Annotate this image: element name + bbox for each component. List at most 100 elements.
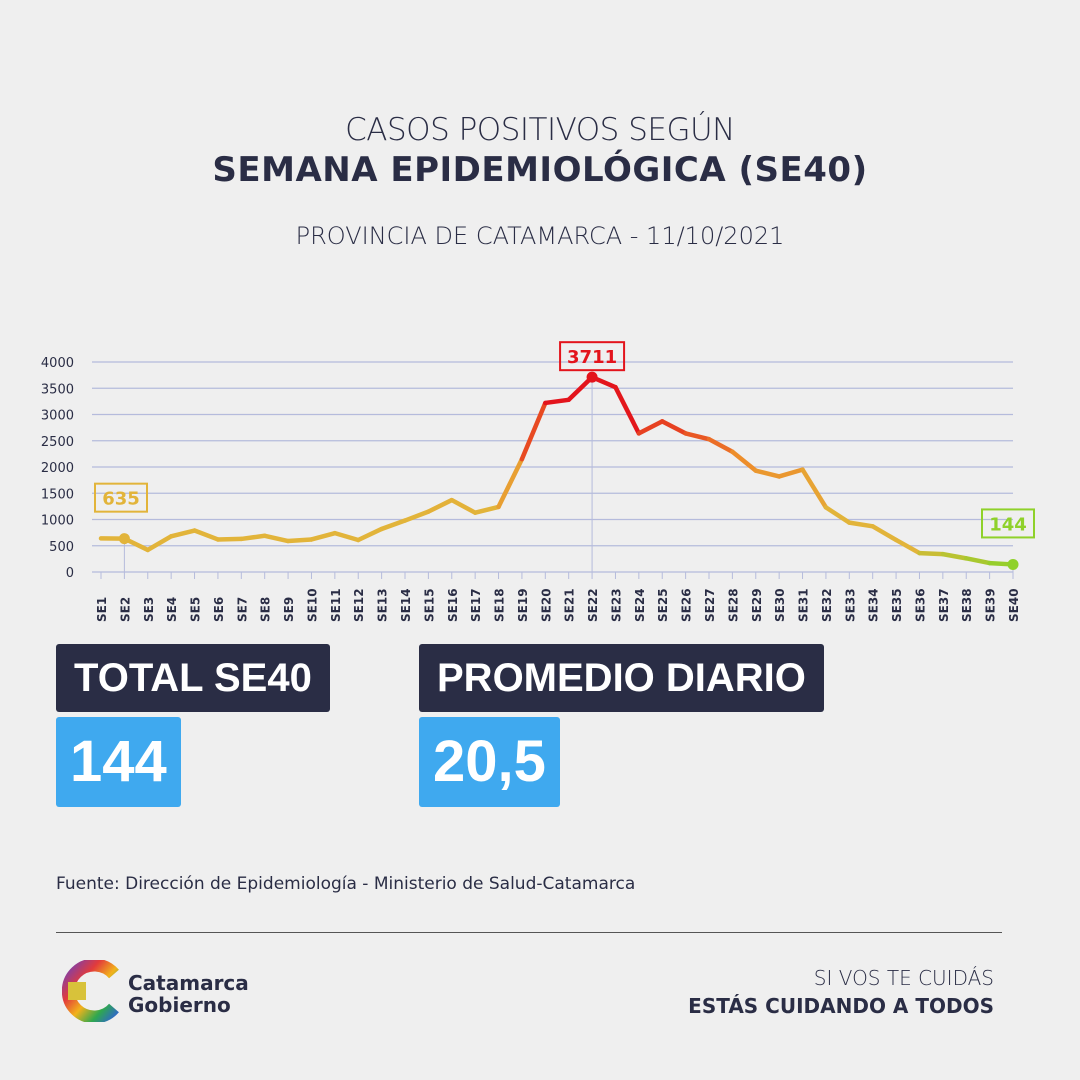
line-segment (426, 497, 455, 514)
slogan-line2: ESTÁS CUIDANDO A TODOS (688, 994, 994, 1018)
x-tick-label: SE10 (305, 588, 319, 622)
line-segment (706, 436, 735, 455)
logo-line2: Gobierno (128, 993, 231, 1017)
x-tick-label: SE37 (937, 588, 951, 622)
line-segment (730, 449, 759, 473)
y-tick-label: 2500 (41, 435, 74, 450)
slogan: SI VOS TE CUIDÁS ESTÁS CUIDANDO A TODOS (688, 964, 994, 1020)
line-segment (963, 556, 992, 566)
x-tick-label: SE9 (282, 597, 296, 622)
line-segment (823, 505, 852, 525)
divider (56, 932, 1002, 933)
y-tick-label: 3500 (41, 382, 74, 397)
subtitle: PROVINCIA DE CATAMARCA - 11/10/2021 (295, 222, 785, 250)
line-segment (449, 497, 478, 515)
x-tick-label: SE40 (1007, 588, 1021, 622)
y-tick-label: 3000 (41, 409, 74, 424)
slogan-line1: SI VOS TE CUIDÁS (813, 966, 994, 990)
line-segment (192, 528, 221, 542)
x-tick-label: SE34 (867, 588, 881, 622)
y-tick-label: 2000 (41, 461, 74, 476)
y-tick-label: 500 (49, 540, 74, 555)
x-tick-label: SE1 (95, 597, 109, 622)
annotation-box (559, 341, 626, 372)
y-tick-label: 0 (66, 566, 74, 581)
x-tick-label: SE38 (960, 588, 974, 622)
line-segment (543, 397, 571, 406)
x-tick-label: SE7 (235, 597, 249, 622)
line-segment (379, 518, 408, 532)
line-segment (519, 400, 548, 462)
line-segment (472, 504, 501, 515)
line-chart: 0 500 1000 1500 2000 2500 3000 3500 4000 SE1 SE2 SE… (41, 341, 1035, 622)
line-segment (145, 534, 174, 553)
line-segment (870, 524, 899, 543)
x-tick-label: SE29 (750, 588, 764, 622)
x-tick-label: SE15 (422, 588, 436, 622)
y-tick-label: 4000 (41, 356, 74, 371)
x-tick-label: SE39 (984, 588, 998, 622)
total-label: TOTAL SE40 (56, 644, 330, 712)
line-segment (636, 419, 665, 436)
line-segment (262, 533, 291, 544)
x-tick-label: SE25 (656, 588, 670, 622)
logo-text: Catamarca Gobierno (128, 972, 249, 1016)
line-segment (496, 456, 525, 510)
x-tick-label: SE18 (493, 588, 507, 622)
line-segment (847, 520, 875, 529)
y-tick-label: 1000 (41, 514, 74, 529)
line-segment (659, 419, 688, 436)
x-tick-label: SE33 (843, 588, 857, 622)
title-line1: CASOS POSITIVOS SEGÚN (345, 112, 735, 148)
x-tick-label: SE5 (189, 597, 203, 622)
x-tick-label: SE26 (680, 588, 694, 622)
x-tick-label: SE4 (165, 597, 179, 622)
line-segment (917, 550, 946, 557)
x-tick-label: SE27 (703, 588, 717, 622)
annotation-box (981, 508, 1035, 539)
x-tick-label: SE17 (469, 588, 483, 622)
x-tick-label: SE21 (563, 588, 577, 622)
x-tick-label: SE35 (890, 588, 904, 622)
data-point (118, 533, 130, 545)
data-point (586, 371, 598, 383)
logo-line1: Catamarca (128, 971, 249, 995)
x-tick-label: SE11 (329, 588, 343, 622)
line-segment (309, 530, 338, 542)
annotation-label: 144 (989, 514, 1027, 535)
x-tick-label: SE2 (118, 597, 132, 622)
x-tick-label: SE28 (726, 588, 740, 622)
line-segment (683, 431, 712, 442)
line-segment (800, 467, 829, 510)
line-segment (355, 526, 384, 543)
x-tick-label: SE6 (212, 597, 226, 622)
line-segment (402, 509, 431, 523)
x-tick-label: SE24 (633, 588, 647, 622)
line-segment (613, 384, 642, 436)
line-segment (776, 467, 805, 479)
x-tick-label: SE30 (773, 588, 787, 622)
line-segment (753, 468, 782, 479)
line-segment (215, 536, 244, 542)
source-note: Fuente: Dirección de Epidemiología - Min… (56, 874, 636, 894)
x-tick-label: SE19 (516, 588, 530, 622)
x-tick-label: SE13 (376, 588, 390, 622)
x-tick-label: SE32 (820, 588, 834, 622)
line-segment (239, 533, 267, 542)
x-tick-label: SE36 (913, 588, 927, 622)
x-tick-label: SE16 (446, 588, 460, 622)
line-segment (940, 551, 969, 561)
line-segment (893, 537, 922, 556)
data-point (1007, 558, 1019, 570)
x-tick-label: SE23 (609, 588, 623, 622)
annotation-box (94, 482, 148, 513)
line-segment (285, 537, 314, 544)
x-tick-label: SE14 (399, 588, 413, 622)
average-label: PROMEDIO DIARIO (419, 644, 824, 712)
annotation-label: 3711 (567, 347, 617, 368)
total-value: 144 (56, 717, 181, 807)
x-tick-label: SE31 (797, 588, 811, 622)
x-tick-label: SE22 (586, 588, 600, 622)
line-segment (168, 528, 197, 539)
